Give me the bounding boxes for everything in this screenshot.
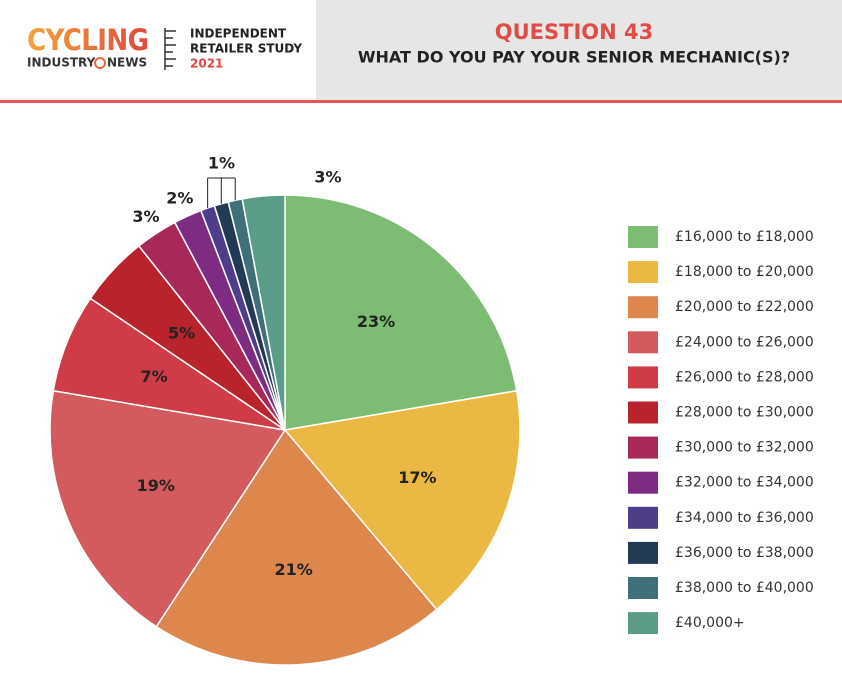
pie-slice [284, 194, 518, 431]
title-panel [316, 0, 842, 101]
legend-swatch [628, 612, 658, 635]
legend-label: £24,000 to £26,000 [675, 334, 814, 350]
data-label: 7% [141, 367, 168, 386]
legend-label: £40,000+ [675, 615, 745, 631]
data-label: 19% [137, 476, 175, 495]
legend-swatch [628, 401, 658, 424]
brand: CYCLING [27, 23, 149, 57]
legend-swatch [628, 226, 658, 248]
legend-swatch [628, 471, 658, 494]
data-label: 1% [208, 154, 235, 173]
study-label: RETAILER STUDY [190, 42, 302, 56]
chart-subtitle: WHAT DO YOU PAY YOUR SENIOR MECHANIC(S)? [358, 48, 790, 67]
legend-swatch [628, 366, 658, 389]
study-year: 2021 [190, 57, 223, 71]
legend-swatch [628, 506, 658, 529]
header-rule [0, 100, 842, 103]
pie-slice [155, 428, 438, 666]
legend-swatch [628, 577, 658, 599]
legend-label: £34,000 to £36,000 [675, 510, 814, 526]
divider-icon [164, 28, 176, 70]
data-label: 17% [398, 468, 436, 487]
legend-swatch [628, 296, 658, 319]
data-label: 3% [314, 168, 341, 187]
data-label: 3% [132, 207, 159, 226]
legend-label: £26,000 to £28,000 [675, 369, 814, 385]
study-label: INDEPENDENT [190, 27, 287, 41]
brand-sub: INDUSTRY [27, 56, 96, 70]
legend-label: £38,000 to £40,000 [675, 580, 814, 596]
legend-swatch [628, 541, 658, 564]
pie-slice [283, 389, 521, 611]
legend-swatch [628, 261, 658, 284]
legend-label: £30,000 to £32,000 [675, 440, 814, 456]
legend-label: £16,000 to £18,000 [675, 229, 814, 245]
data-label: 21% [274, 560, 312, 579]
legend-label: £32,000 to £34,000 [675, 475, 814, 491]
legend-label: £36,000 to £38,000 [675, 545, 814, 561]
pie-slice [241, 194, 286, 431]
pie-slice [49, 389, 287, 628]
data-label: 2% [166, 188, 193, 207]
legend-swatch [628, 331, 658, 354]
brand-sub: NEWS [107, 56, 147, 70]
legend-label: £18,000 to £20,000 [675, 264, 814, 280]
wheel-icon [94, 57, 106, 69]
legend-label: £28,000 to £30,000 [675, 405, 814, 421]
legend-label: £20,000 to £22,000 [675, 299, 814, 315]
data-label: 5% [168, 324, 195, 343]
chart-title: QUESTION 43 [495, 20, 653, 44]
legend-swatch [628, 436, 658, 459]
data-label: 23% [357, 312, 395, 331]
